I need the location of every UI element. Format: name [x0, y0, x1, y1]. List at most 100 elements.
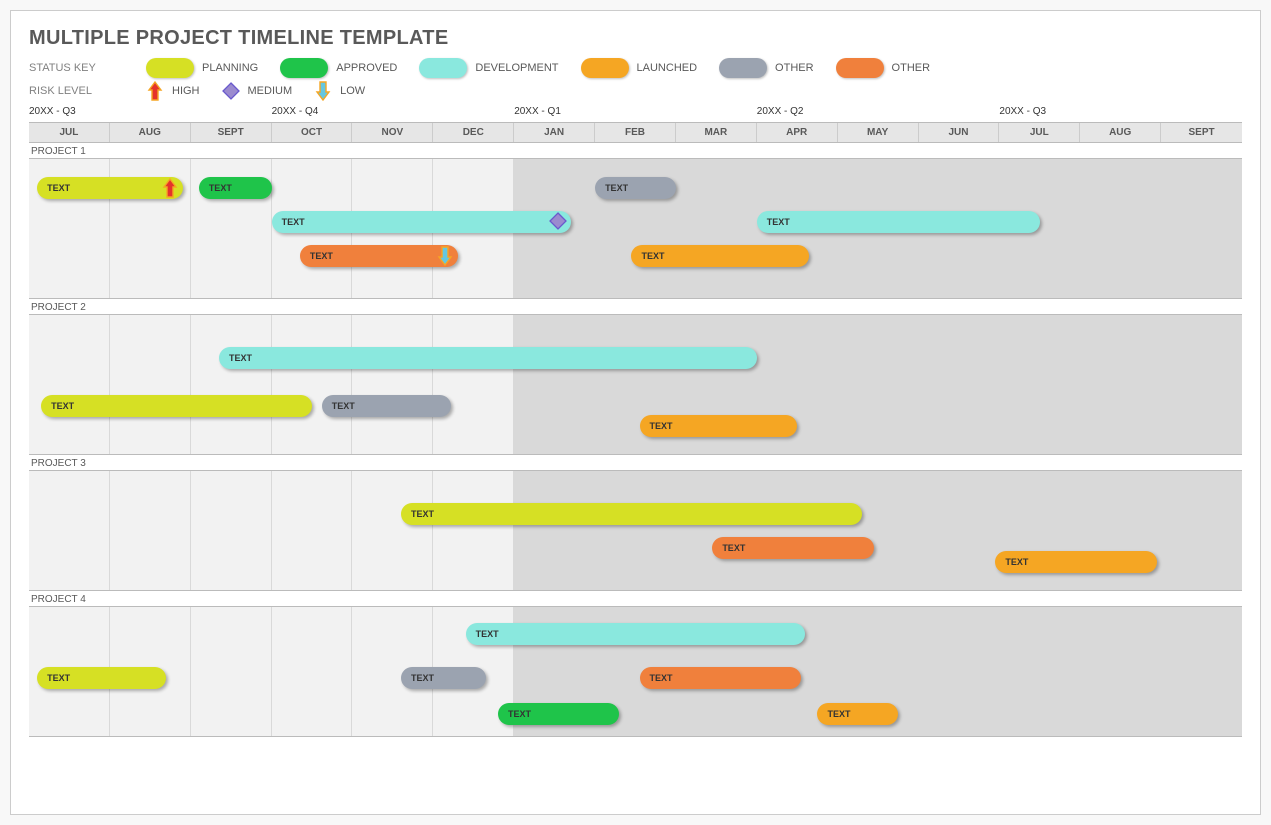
status-key-label: STATUS KEY — [29, 62, 124, 74]
gantt-bar-label: TEXT — [282, 217, 305, 227]
risk-legend-row: RISK LEVEL HIGH MEDIUM LOW — [29, 82, 1242, 100]
status-label: DEVELOPMENT — [475, 62, 558, 74]
status-legend-planning-0: PLANNING — [146, 58, 258, 78]
month-header: SEPT — [191, 123, 272, 142]
gantt-bar[interactable]: TEXT — [595, 177, 676, 199]
quarter-label: 20XX - Q3 — [999, 106, 1046, 117]
project-header: PROJECT 2 — [29, 299, 1242, 315]
gantt-bar-label: TEXT — [411, 673, 434, 683]
risk-label: HIGH — [172, 85, 200, 97]
gantt-bar-label: TEXT — [310, 251, 333, 261]
gantt-bar[interactable]: TEXT — [631, 245, 809, 267]
gantt-bar[interactable]: TEXT — [37, 177, 183, 199]
risk-high-icon — [161, 178, 179, 198]
status-legend-other-5: OTHER — [836, 58, 931, 78]
project-grid: TEXT TEXT TEXT — [29, 471, 1242, 591]
month-header: OCT — [272, 123, 353, 142]
gantt-bar-label: TEXT — [1005, 557, 1028, 567]
status-label: APPROVED — [336, 62, 397, 74]
gantt-bar[interactable]: TEXT — [322, 395, 451, 417]
risk-low-icon — [314, 82, 332, 100]
risk-medium-icon — [222, 82, 240, 100]
gantt-bar-label: TEXT — [229, 353, 252, 363]
gantt-bar[interactable]: TEXT — [219, 347, 757, 369]
gantt-bar[interactable]: TEXT — [300, 245, 458, 267]
risk-label: MEDIUM — [248, 85, 293, 97]
month-header: NOV — [352, 123, 433, 142]
gantt-bar-label: TEXT — [650, 421, 673, 431]
project-grid: TEXT TEXT TEXT TEXT TEXT TEXT TEXT — [29, 159, 1242, 299]
month-header: FEB — [595, 123, 676, 142]
gantt-bar[interactable]: TEXT — [995, 551, 1157, 573]
bar-layer: TEXT TEXT TEXT — [29, 471, 1242, 590]
gantt-bar-label: TEXT — [650, 673, 673, 683]
gantt-bar[interactable]: TEXT — [41, 395, 312, 417]
project-grid: TEXT TEXT TEXT TEXT TEXT TEXT — [29, 607, 1242, 737]
month-header: APR — [757, 123, 838, 142]
risk-low-icon — [436, 246, 454, 266]
status-swatch — [419, 58, 467, 78]
gantt-bar[interactable]: TEXT — [640, 667, 802, 689]
timeline-template: MULTIPLE PROJECT TIMELINE TEMPLATE STATU… — [10, 10, 1261, 815]
gantt-bar-label: TEXT — [722, 543, 745, 553]
status-label: OTHER — [775, 62, 814, 74]
quarter-label: 20XX - Q1 — [514, 106, 561, 117]
status-legend-other-4: OTHER — [719, 58, 814, 78]
status-label: PLANNING — [202, 62, 258, 74]
gantt-bar-label: TEXT — [476, 629, 499, 639]
gantt-bar[interactable]: TEXT — [466, 623, 806, 645]
gantt-bar[interactable]: TEXT — [199, 177, 272, 199]
risk-medium-icon — [549, 212, 567, 230]
month-header: DEC — [433, 123, 514, 142]
status-legend-row: STATUS KEY PLANNING APPROVED DEVELOPMENT LA… — [29, 58, 1242, 78]
status-swatch — [146, 58, 194, 78]
month-header: JUN — [919, 123, 1000, 142]
month-header: MAR — [676, 123, 757, 142]
gantt-bar-label: TEXT — [508, 709, 531, 719]
status-swatch — [719, 58, 767, 78]
status-swatch — [836, 58, 884, 78]
project-header: PROJECT 4 — [29, 591, 1242, 607]
month-header: AUG — [1080, 123, 1161, 142]
gantt-bar[interactable]: TEXT — [37, 667, 166, 689]
gantt-bar-label: TEXT — [827, 709, 850, 719]
gantt-bar-label: TEXT — [605, 183, 628, 193]
quarter-label: 20XX - Q3 — [29, 106, 76, 117]
gantt-bar[interactable]: TEXT — [498, 703, 619, 725]
gantt-bar-label: TEXT — [47, 673, 70, 683]
gantt-bar[interactable]: TEXT — [401, 667, 486, 689]
status-legend-launched-3: LAUNCHED — [581, 58, 698, 78]
bar-layer: TEXT TEXT TEXT TEXT — [29, 315, 1242, 454]
gantt-bar[interactable]: TEXT — [757, 211, 1040, 233]
page-title: MULTIPLE PROJECT TIMELINE TEMPLATE — [29, 27, 1242, 50]
bar-layer: TEXT TEXT TEXT TEXT TEXT TEXT TEXT — [29, 159, 1242, 298]
risk-legend-low: LOW — [314, 82, 365, 100]
gantt-bar[interactable]: TEXT — [401, 503, 862, 525]
gantt-bar-label: TEXT — [47, 183, 70, 193]
risk-level-label: RISK LEVEL — [29, 85, 124, 97]
status-legend-development-2: DEVELOPMENT — [419, 58, 558, 78]
gantt-bar[interactable]: TEXT — [272, 211, 571, 233]
gantt-bar-label: TEXT — [767, 217, 790, 227]
quarter-label: 20XX - Q4 — [272, 106, 319, 117]
gantt-bar[interactable]: TEXT — [712, 537, 874, 559]
project-header: PROJECT 3 — [29, 455, 1242, 471]
month-header: JAN — [514, 123, 595, 142]
project-header: PROJECT 1 — [29, 143, 1242, 159]
risk-legend-medium: MEDIUM — [222, 82, 293, 100]
quarter-labels: 20XX - Q3 20XX - Q4 20XX - Q1 20XX - Q2 20XX… — [29, 106, 1242, 122]
months-row: JULAUGSEPTOCTNOVDECJANFEBMARAPRMAYJUNJUL… — [29, 122, 1242, 143]
month-header: SEPT — [1161, 123, 1242, 142]
month-header: JUL — [29, 123, 110, 142]
gantt-bar-label: TEXT — [209, 183, 232, 193]
quarter-label: 20XX - Q2 — [757, 106, 804, 117]
gantt-bar-label: TEXT — [51, 401, 74, 411]
gantt-bar[interactable]: TEXT — [817, 703, 898, 725]
status-legend-approved-1: APPROVED — [280, 58, 397, 78]
gantt-bar-label: TEXT — [641, 251, 664, 261]
month-header: AUG — [110, 123, 191, 142]
bar-layer: TEXT TEXT TEXT TEXT TEXT TEXT — [29, 607, 1242, 736]
timeline: 20XX - Q3 20XX - Q4 20XX - Q1 20XX - Q2 20XX… — [29, 106, 1242, 737]
status-label: LAUNCHED — [637, 62, 698, 74]
gantt-bar[interactable]: TEXT — [640, 415, 798, 437]
